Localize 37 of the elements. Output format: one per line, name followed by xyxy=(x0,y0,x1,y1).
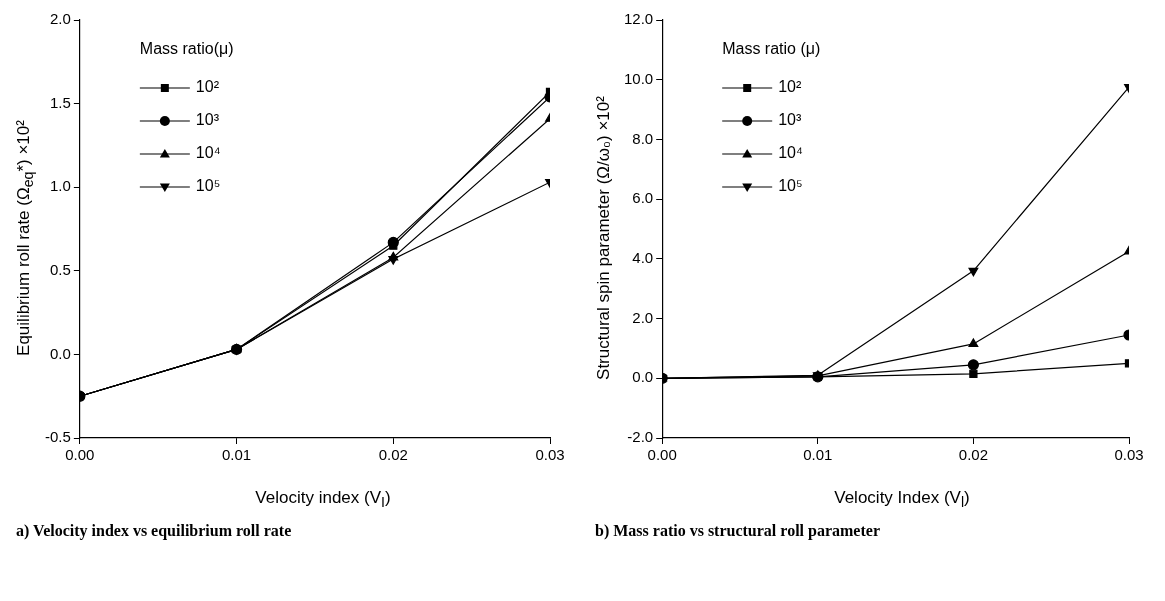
legend-label: 10⁴ xyxy=(195,144,221,162)
y-tick-label: 0.0 xyxy=(49,344,71,362)
y-axis-title: Structural spin parameter (Ω/ω₀) ×10² xyxy=(594,96,614,380)
legend-label: 10³ xyxy=(778,111,802,129)
y-tick-label: 2.0 xyxy=(49,10,71,28)
y-tick-label: 0.0 xyxy=(632,368,654,386)
legend-label: 10⁵ xyxy=(778,177,803,195)
x-tick-label: 0.01 xyxy=(221,446,252,464)
x-tick-label: 0.01 xyxy=(803,446,833,464)
x-tick-label: 0.00 xyxy=(65,446,95,464)
x-axis-title: Velocity Index (V$_{l}$) xyxy=(833,488,971,511)
text: a) Velocity index vs equilibrium roll rate xyxy=(15,522,293,541)
legend-label: 10⁴ xyxy=(778,144,803,162)
y-tick-label: 0.5 xyxy=(49,260,71,278)
legend-title: Mass ratio (μ) xyxy=(722,40,821,58)
x-tick-label: 0.03 xyxy=(1114,446,1144,464)
x-tick-label: 0.00 xyxy=(647,446,677,464)
legend-label: 10² xyxy=(195,78,220,96)
y-tick-label: -0.5 xyxy=(44,428,71,446)
x-tick-label: 0.02 xyxy=(378,446,408,464)
y-tick-label: 8.0 xyxy=(632,129,654,147)
legend-title: Mass ratio(μ) xyxy=(139,40,234,58)
legend-label: 10⁵ xyxy=(195,177,221,195)
y-tick-label: 1.0 xyxy=(49,177,71,195)
x-axis-title: Velocity index (V$_{I}$) xyxy=(254,488,392,511)
x-tick-label: 0.02 xyxy=(958,446,988,464)
y-tick-label: 10.0 xyxy=(623,69,654,87)
legend-label: 10² xyxy=(778,78,802,96)
x-tick-label: 0.03 xyxy=(535,446,565,464)
y-tick-label: -2.0 xyxy=(627,428,654,446)
text: b) Mass ratio vs structural roll parameter xyxy=(594,522,881,541)
y-tick-label: 4.0 xyxy=(632,249,654,266)
y-tick-label: 1.5 xyxy=(49,93,71,111)
legend-label: 10³ xyxy=(195,111,220,129)
y-tick-label: 12.0 xyxy=(623,10,654,28)
y-tick-label: 6.0 xyxy=(632,189,654,207)
y-tick-label: 2.0 xyxy=(632,308,654,326)
